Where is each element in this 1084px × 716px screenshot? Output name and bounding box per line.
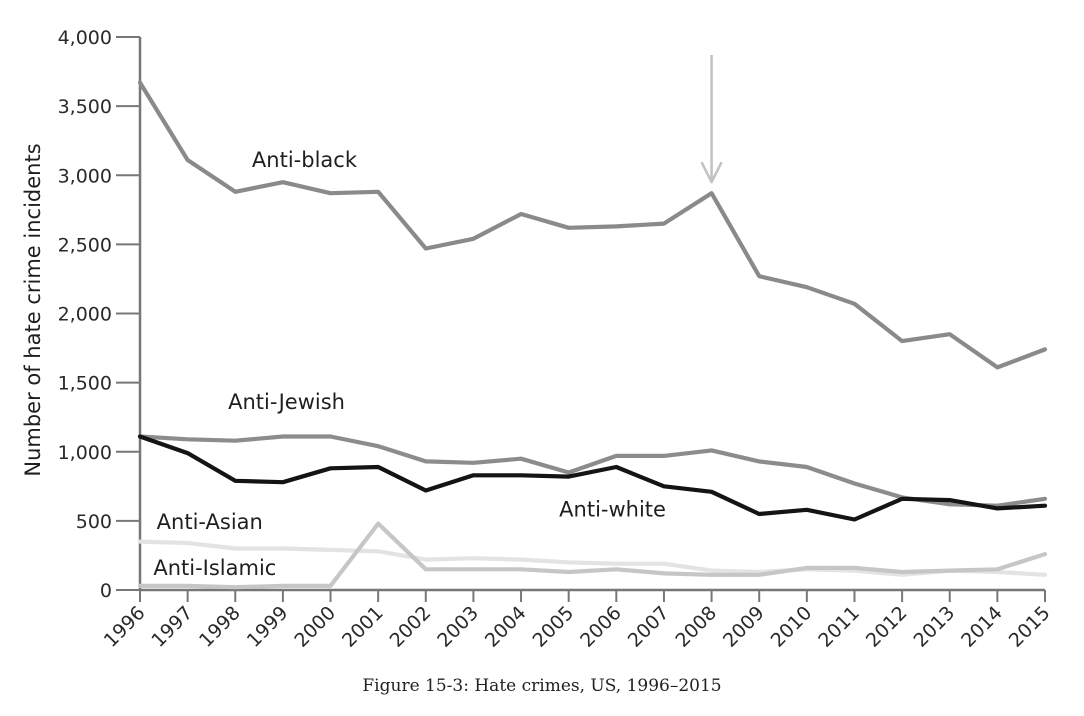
series-label-anti-asian: Anti-Asian bbox=[157, 510, 263, 534]
x-tick-label: 2001 bbox=[338, 602, 388, 652]
annotations bbox=[700, 54, 723, 184]
x-tick-label: 2012 bbox=[862, 602, 912, 652]
y-tick-label: 2,000 bbox=[58, 304, 112, 326]
series-label-anti-white: Anti-white bbox=[559, 498, 666, 522]
series-line-anti-black bbox=[137, 80, 1048, 370]
x-tick-label: 2007 bbox=[624, 602, 674, 652]
x-tick-label: 2004 bbox=[481, 602, 531, 652]
y-tick-label: 1,000 bbox=[58, 442, 112, 464]
x-tick-label: 2006 bbox=[576, 602, 626, 652]
series-label-anti-islamic: Anti-Islamic bbox=[153, 556, 276, 580]
series-line-anti-jewish bbox=[137, 434, 1048, 508]
y-tick-label: 3,500 bbox=[58, 96, 112, 118]
series-line-anti-asian bbox=[137, 539, 1048, 577]
x-tick-label: 2003 bbox=[433, 602, 483, 652]
arrow-annotation bbox=[700, 54, 723, 184]
x-tick-label: 1998 bbox=[195, 602, 245, 652]
x-tick-label: 1996 bbox=[100, 602, 150, 652]
figure-caption: Figure 15-3: Hate crimes, US, 1996–2015 bbox=[362, 676, 722, 696]
x-tick-label: 2010 bbox=[767, 602, 817, 652]
y-axis-title: Number of hate crime incidents bbox=[21, 143, 45, 476]
line-chart: 05001,0001,5002,0002,5003,0003,5004,000 … bbox=[21, 27, 1055, 652]
series-line-anti-islamic bbox=[137, 521, 1048, 590]
y-tick-label: 2,500 bbox=[58, 234, 112, 256]
x-tick-label: 1997 bbox=[147, 602, 197, 652]
y-tick-label: 1,500 bbox=[58, 373, 112, 395]
y-tick-label: 0 bbox=[100, 580, 112, 602]
x-tick-label: 2014 bbox=[957, 602, 1007, 652]
series-line-anti-white bbox=[137, 434, 1048, 522]
x-tick-label: 2005 bbox=[528, 602, 578, 652]
y-axis: 0 500 1,000 1,500 2,000 2,500 3,000 3,500 4,000 bbox=[58, 27, 142, 602]
x-tick-label: 2013 bbox=[910, 602, 960, 652]
x-tick-label: 2008 bbox=[671, 602, 721, 652]
x-tick-label: 2011 bbox=[814, 602, 864, 652]
x-tick-label: 2015 bbox=[1005, 602, 1055, 652]
y-tick-label: 4,000 bbox=[58, 27, 112, 49]
x-tick-label: 2002 bbox=[386, 602, 436, 652]
y-tick-label: 500 bbox=[76, 511, 112, 533]
series-label-anti-black: Anti-black bbox=[252, 148, 358, 172]
x-tick-label: 2000 bbox=[290, 602, 340, 652]
x-tick-label: 1999 bbox=[243, 602, 293, 652]
series-label-anti-jewish: Anti-Jewish bbox=[228, 390, 345, 414]
series-labels: Anti-black Anti-Jewish Anti-white Anti-Asia… bbox=[153, 148, 666, 580]
y-tick-label: 3,000 bbox=[58, 165, 112, 187]
x-tick-label: 2009 bbox=[719, 602, 769, 652]
series-lines bbox=[137, 80, 1048, 590]
x-axis: 1996199719981999200020012002200320042005… bbox=[100, 588, 1055, 652]
arrow-head bbox=[700, 161, 723, 184]
